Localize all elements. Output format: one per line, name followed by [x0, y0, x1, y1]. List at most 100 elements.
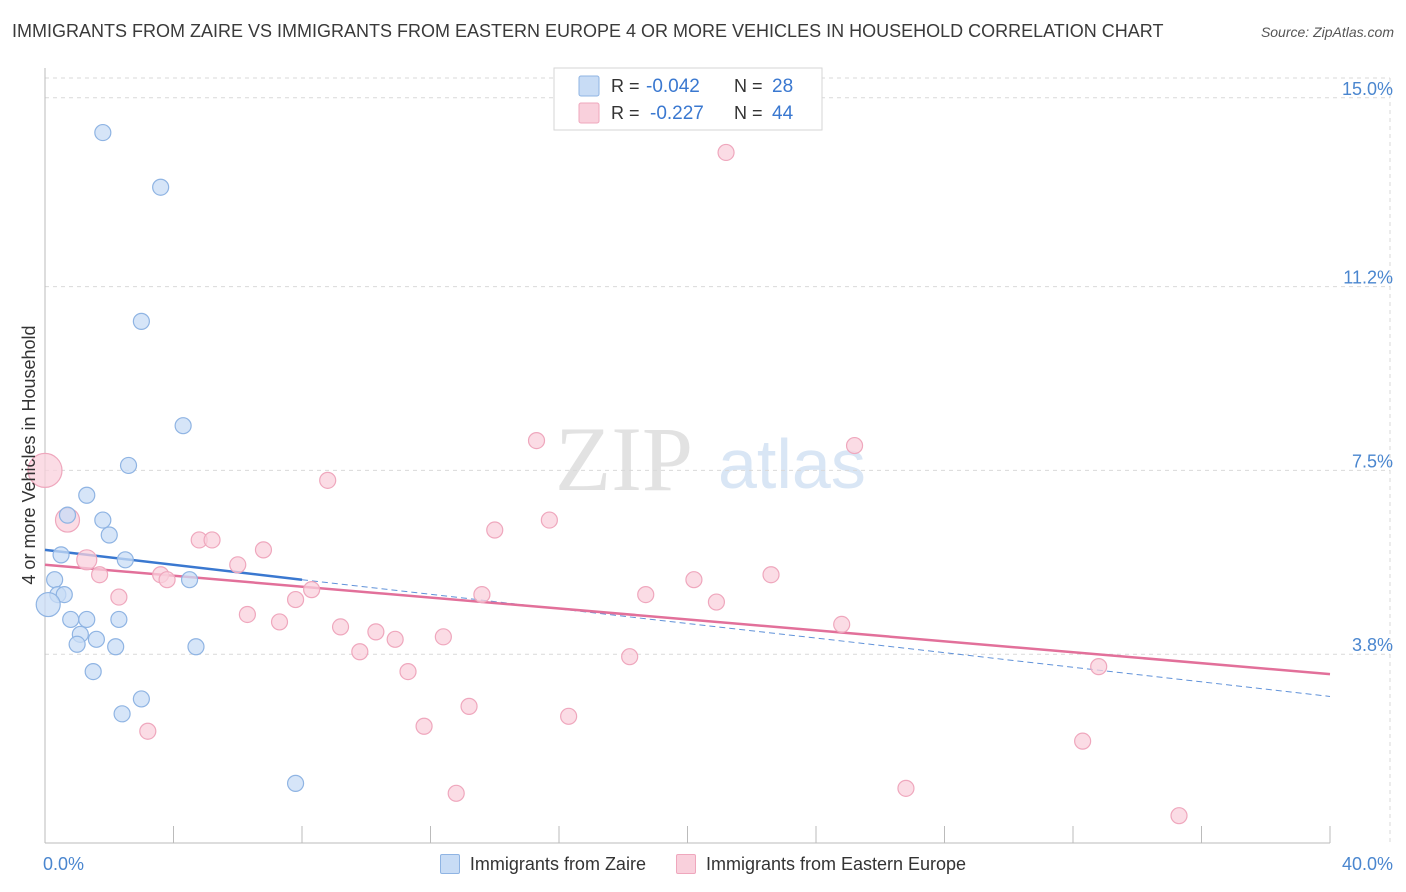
data-point-eastern-europe: [415, 717, 433, 735]
y-tick-label: 7.5%: [1352, 451, 1393, 471]
watermark: ZIP atlas: [555, 408, 866, 510]
data-point-eastern-europe: [303, 581, 321, 599]
data-point-zaire: [119, 456, 138, 475]
data-point-zaire: [78, 610, 96, 629]
data-point-eastern-europe: [110, 588, 128, 606]
legend-swatch-zaire: [439, 854, 460, 874]
data-point-zaire: [52, 546, 70, 564]
data-point-eastern-europe: [1074, 732, 1092, 750]
data-point-zaire: [110, 610, 128, 629]
stats-n-value-1: 28: [772, 76, 793, 97]
legend-item-zaire: Immigrants from Zaire: [439, 853, 646, 875]
data-point-eastern-europe: [270, 613, 289, 631]
stats-legend-swatch-pink: [578, 102, 600, 124]
data-point-zaire: [55, 586, 73, 604]
data-point-eastern-europe: [286, 590, 305, 609]
stats-n-value-2: 44: [772, 103, 794, 124]
stats-r-label-2: R =: [611, 103, 640, 123]
data-point-eastern-europe: [540, 511, 558, 529]
data-point-zaire: [46, 571, 64, 589]
data-point-zaire: [94, 511, 112, 529]
data-point-eastern-europe: [897, 779, 915, 797]
x-tick-label: 0.0%: [43, 854, 84, 874]
stats-legend-swatch-blue: [578, 75, 600, 97]
data-point-eastern-europe: [685, 571, 703, 589]
stats-n-label-2: N =: [734, 103, 763, 123]
data-point-eastern-europe: [637, 586, 655, 604]
data-point-eastern-europe: [351, 643, 369, 661]
data-point-eastern-europe: [331, 618, 350, 636]
data-point-zaire: [107, 638, 125, 656]
data-point-eastern-europe: [319, 471, 337, 489]
data-point-eastern-europe: [203, 531, 221, 549]
data-point-eastern-europe: [707, 593, 726, 611]
data-point-zaire: [100, 526, 118, 544]
chart-title: IMMIGRANTS FROM ZAIRE VS IMMIGRANTS FROM…: [12, 21, 1164, 41]
data-point-zaire: [78, 486, 96, 504]
data-point-eastern-europe: [238, 605, 256, 624]
data-point-zaire: [180, 571, 199, 589]
data-point-zaire: [58, 506, 77, 524]
data-point-eastern-europe: [447, 784, 465, 802]
legend-item-eastern-europe: Immigrants from Eastern Europe: [675, 853, 967, 875]
series-legend: Immigrants from Zaire Immigrants from Ea…: [0, 851, 1406, 877]
data-point-zaire: [94, 123, 112, 142]
data-point-eastern-europe: [76, 549, 98, 571]
data-point-eastern-europe: [434, 628, 452, 646]
data-point-zaire: [174, 417, 192, 435]
data-point-eastern-europe: [27, 452, 63, 489]
data-point-zaire: [87, 630, 106, 648]
data-point-eastern-europe: [91, 566, 109, 584]
y-tick-label: 3.8%: [1352, 635, 1393, 655]
source-label: Source: ZipAtlas.com: [1260, 24, 1394, 40]
data-point-zaire: [132, 312, 150, 330]
data-points: [27, 123, 1188, 825]
legend-label-zaire: Immigrants from Zaire: [469, 853, 646, 874]
data-point-eastern-europe: [560, 707, 578, 725]
data-point-zaire: [68, 635, 86, 653]
data-point-zaire: [152, 178, 170, 196]
data-point-eastern-europe: [229, 556, 247, 574]
data-point-eastern-europe: [717, 143, 735, 162]
data-point-eastern-europe: [621, 648, 639, 666]
data-point-eastern-europe: [254, 541, 273, 559]
stats-r-value-2: -0.227: [650, 103, 704, 124]
data-point-eastern-europe: [399, 663, 417, 681]
data-point-eastern-europe: [473, 586, 491, 604]
data-point-eastern-europe: [486, 521, 504, 539]
x-tick-label: 40.0%: [1342, 854, 1393, 874]
data-point-zaire: [62, 610, 80, 629]
watermark-atlas: atlas: [718, 425, 866, 503]
data-point-zaire: [35, 591, 61, 618]
data-point-eastern-europe: [139, 722, 157, 740]
y-tick-label: 11.2%: [1343, 268, 1393, 288]
legend-swatch-eastern-europe: [675, 854, 696, 874]
watermark-zip: ZIP: [555, 408, 693, 510]
tick-labels: 3.8% 7.5% 11.2% 15.0% 0.0% 40.0%: [43, 79, 1393, 874]
data-point-eastern-europe: [1090, 658, 1108, 676]
data-point-eastern-europe: [1170, 807, 1188, 825]
trend-line-zaire-extended: [301, 579, 1331, 697]
data-point-eastern-europe: [386, 630, 404, 648]
data-point-zaire: [132, 690, 150, 708]
data-point-eastern-europe: [460, 697, 478, 715]
data-point-eastern-europe: [845, 436, 864, 455]
data-point-eastern-europe: [833, 615, 851, 634]
data-point-eastern-europe: [367, 623, 385, 641]
data-point-eastern-europe: [158, 571, 176, 589]
data-point-eastern-europe: [762, 566, 780, 584]
y-tick-label: 15.0%: [1342, 79, 1393, 99]
data-point-zaire: [113, 705, 131, 723]
stats-r-value-1: -0.042: [646, 76, 700, 97]
data-point-zaire: [286, 774, 305, 792]
trend-line-eastern-europe: [44, 563, 1331, 676]
data-point-zaire: [84, 663, 102, 681]
data-point-eastern-europe: [527, 431, 546, 450]
stats-r-label-1: R =: [611, 76, 640, 96]
stats-legend: R = -0.042 N = 28 R = -0.227 N = 44: [553, 67, 823, 131]
stats-n-label-1: N =: [734, 76, 763, 96]
y-axis-label: 4 or more Vehicles in Household: [19, 325, 39, 584]
data-point-zaire: [187, 638, 205, 656]
legend-label-eastern-europe: Immigrants from Eastern Europe: [705, 853, 967, 874]
